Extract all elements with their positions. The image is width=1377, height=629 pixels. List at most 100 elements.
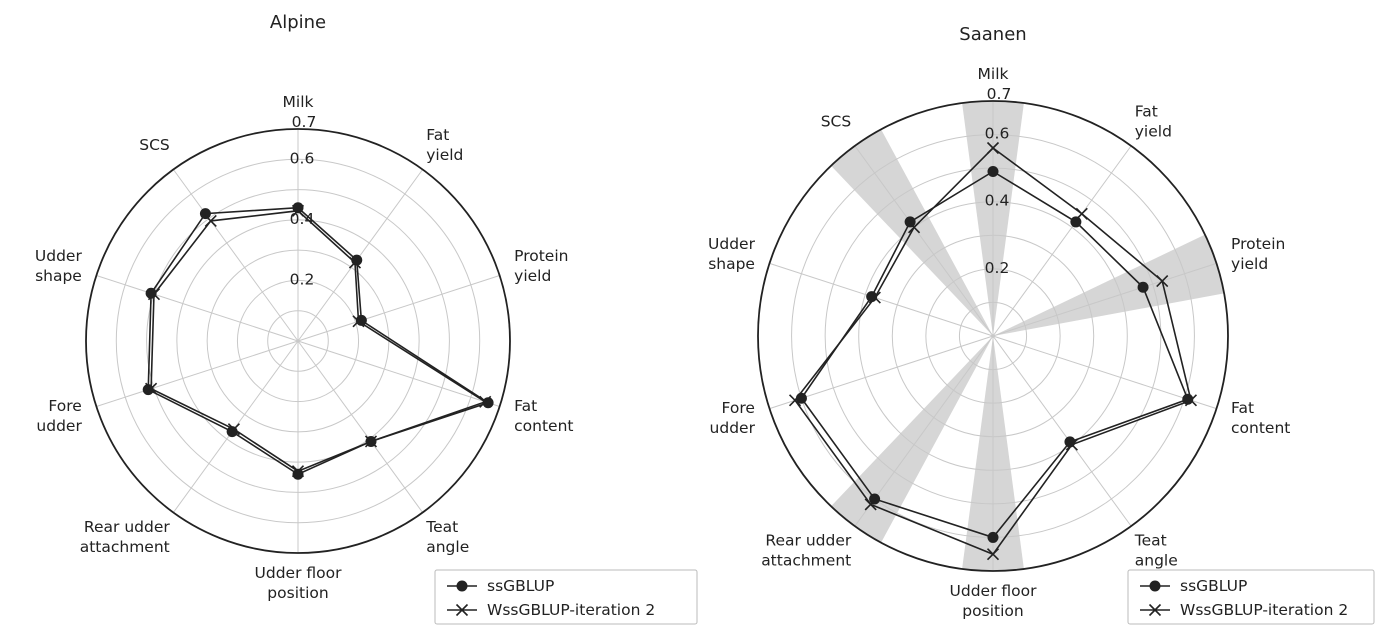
legend-label: WssGBLUP-iteration 2 (487, 601, 655, 619)
axis-label-line: udder (36, 417, 82, 435)
data-point (868, 291, 881, 304)
axis-label-udder-floor-position: Udder floor position (950, 582, 1038, 620)
radial-tick-label: 0.4 (290, 210, 315, 228)
radial-tick-label: 0.4 (985, 192, 1010, 210)
axis-label-teat-angle: Teat angle (1134, 531, 1178, 569)
grid-spoke (297, 340, 500, 407)
axis-label-udder-shape: Udder shape (35, 247, 83, 285)
axis-label-line: SCS (139, 136, 170, 154)
axis-label-line: Fat (514, 397, 537, 415)
axis-label-line: Fat (1135, 103, 1158, 121)
grid-spoke (96, 340, 299, 407)
data-point (364, 435, 378, 448)
data-point (908, 221, 921, 234)
grid-spoke (297, 340, 424, 513)
highlight-wedge-scs (831, 129, 993, 336)
grid-spoke (992, 145, 1132, 337)
radial-tick-label: 0.2 (985, 259, 1010, 277)
data-point (482, 397, 494, 409)
data-point (227, 423, 240, 436)
axis-label-scs: SCS (821, 113, 852, 131)
data-point (904, 216, 916, 228)
axis-label-line: Milk (283, 93, 314, 111)
data-point (204, 214, 217, 228)
data-point (352, 315, 365, 328)
data-point (348, 256, 362, 269)
axis-label-line: Rear udder (84, 518, 170, 536)
data-point (147, 288, 161, 301)
axis-label-fat-yield: Fat yield (426, 126, 463, 164)
data-point (291, 465, 305, 478)
axis-label-line: Fat (1231, 399, 1254, 417)
legend-label: ssGBLUP (1180, 577, 1247, 595)
axis-label-line: Udder floor (255, 564, 343, 582)
legend-marker-circle (1149, 580, 1161, 592)
axis-label-line: angle (1135, 551, 1178, 569)
grid-spoke (769, 335, 994, 410)
series-wssgblup-iteration-2 (145, 204, 492, 478)
data-point (1070, 216, 1082, 228)
axis-label-line: Udder floor (950, 582, 1038, 600)
legend-label: ssGBLUP (487, 577, 554, 595)
chart-title: Alpine (270, 12, 326, 33)
grid-spoke (96, 275, 299, 342)
data-point (869, 493, 881, 505)
axis-label-line: yield (514, 267, 551, 285)
chart-title: Saanen (959, 24, 1026, 45)
axis-label-udder-floor-position: Udder floor position (255, 564, 343, 602)
data-point (145, 382, 158, 395)
axis-label-line: Udder (35, 247, 83, 265)
axis-label-udder-shape: Udder shape (708, 235, 756, 273)
axis-label-line: Udder (708, 235, 756, 253)
axis-label-protein-yield: Protein yield (514, 247, 568, 285)
data-point (199, 208, 211, 220)
data-point (292, 468, 304, 480)
data-point (986, 548, 1000, 561)
series-line (150, 209, 488, 473)
highlight-wedge-rear-udder-attachment (831, 336, 993, 543)
axis-label-line: udder (710, 419, 756, 437)
axis-label-fore-udder: Fore udder (36, 397, 82, 435)
axis-label-line: yield (1135, 123, 1172, 141)
series-ssgblup (142, 202, 494, 480)
legend-box (434, 569, 698, 625)
highlight-wedge-protein-yield (993, 234, 1225, 336)
radial-tick-label: 0.7 (987, 85, 1012, 103)
axis-label-fat-content: Fat content (1231, 399, 1290, 437)
outer-ring (757, 100, 1229, 572)
axis-label-line: content (1231, 419, 1290, 437)
axis-label-teat-angle: Teat angle (425, 518, 469, 556)
data-point (1137, 281, 1149, 293)
axis-label-line: Fore (722, 399, 755, 417)
legend: ssGBLUP WssGBLUP-iteration 2 (1127, 569, 1375, 625)
radial-tick-label: 0.2 (290, 270, 315, 288)
axis-label-line: shape (708, 255, 755, 273)
axis-label-line: position (962, 602, 1023, 620)
grid-spoke (769, 262, 994, 337)
grid-spoke (854, 145, 994, 337)
axis-label-line: content (514, 417, 573, 435)
data-point (1184, 394, 1198, 407)
axis-label-line: attachment (761, 551, 851, 569)
data-point (291, 204, 305, 217)
data-point (987, 531, 999, 543)
data-point (788, 394, 802, 407)
axis-label-line: Teat (425, 518, 458, 536)
axis-label-milk: Milk (283, 93, 314, 111)
axis-label-line: angle (426, 538, 469, 556)
series-wssgblup-iteration-2 (788, 141, 1198, 561)
axis-label-line: Milk (978, 65, 1009, 83)
legend-marker-x (455, 603, 469, 617)
axis-label-line: yield (1231, 255, 1268, 273)
series-line (147, 206, 490, 476)
axis-label-line: Teat (1134, 531, 1167, 549)
data-point (864, 498, 877, 511)
axis-label-line: attachment (80, 538, 170, 556)
outer-ring (85, 128, 511, 554)
data-point (1156, 274, 1169, 288)
axis-label-line: SCS (821, 113, 852, 131)
axis-label-line: Protein (1231, 235, 1285, 253)
radial-tick-label: 0.6 (985, 125, 1010, 143)
axis-label-fat-yield: Fat yield (1135, 103, 1172, 141)
